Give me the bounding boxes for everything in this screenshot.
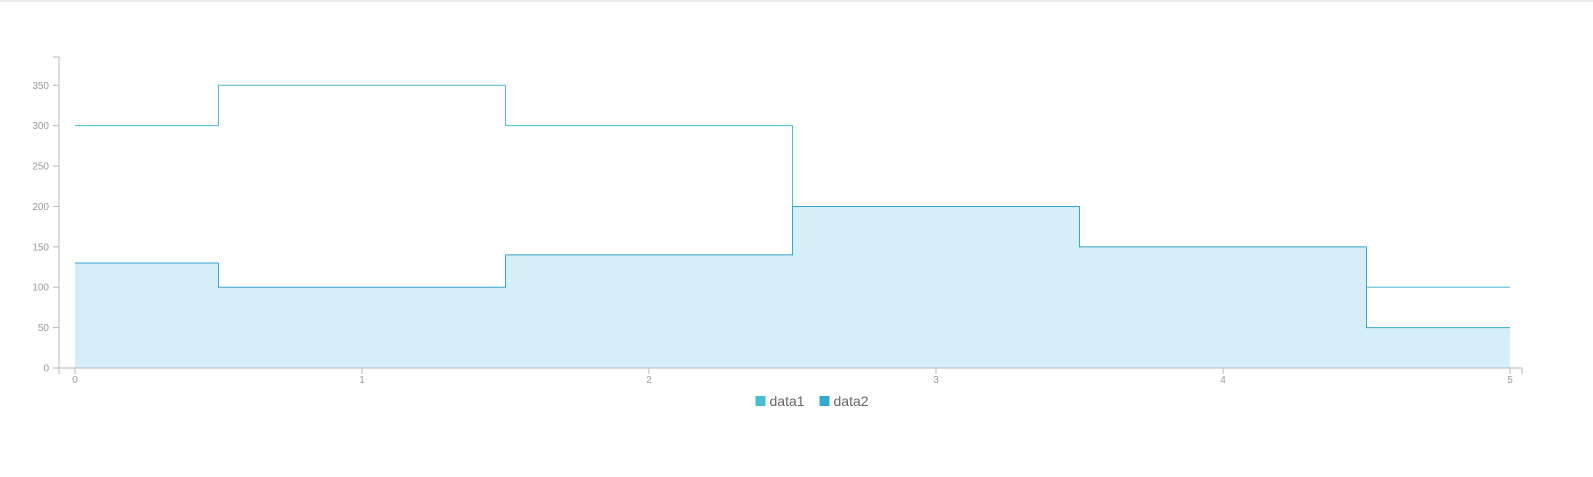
y-tick-label: 100 (32, 283, 49, 294)
x-tick-label: 0 (72, 375, 78, 386)
x-tick-label: 1 (359, 375, 365, 386)
y-tick-label: 200 (32, 202, 49, 213)
y-tick-label: 150 (32, 242, 49, 253)
series-data2-line (75, 205, 1510, 329)
y-tick-label: 300 (32, 121, 49, 132)
x-axis: 0 1 2 3 4 5 (58, 367, 1523, 386)
legend-item-data2[interactable]: data2 (819, 393, 869, 409)
y-tick-label: 350 (32, 81, 49, 92)
y-axis: 0 50 100 150 200 250 300 350 (32, 56, 60, 375)
x-axis-line (58, 367, 1523, 374)
x-tick-label: 4 (1220, 375, 1226, 386)
legend-item-data1[interactable]: data1 (755, 393, 805, 409)
plot-area (75, 84, 1510, 369)
x-tick-label: 5 (1507, 375, 1513, 386)
legend-label: data2 (834, 393, 869, 409)
y-axis-line (53, 56, 60, 369)
y-tick-label: 250 (32, 162, 49, 173)
x-tick-label: 3 (933, 375, 939, 386)
y-tick-label: 0 (43, 364, 49, 375)
legend-swatch (755, 396, 766, 406)
legend: data1 data2 (755, 393, 869, 409)
legend-label: data1 (770, 393, 805, 409)
y-tick-label: 50 (38, 323, 50, 334)
x-tick-label: 2 (646, 375, 652, 386)
legend-swatch (819, 396, 830, 406)
top-divider (0, 0, 1593, 2)
